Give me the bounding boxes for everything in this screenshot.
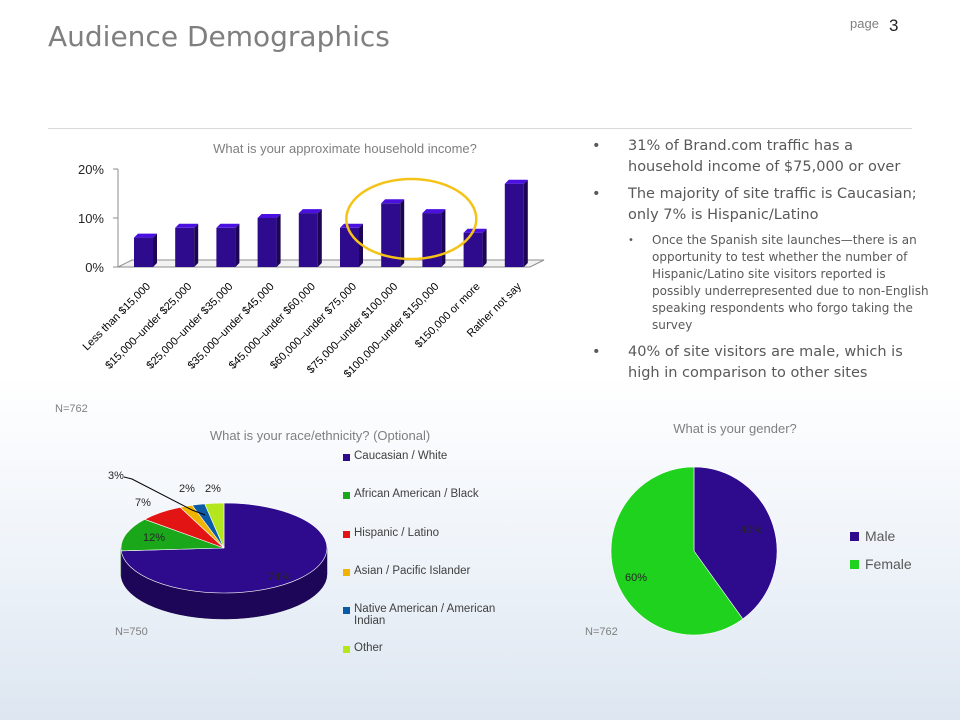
income-bar-side [235, 223, 240, 267]
race-chart-title: What is your race/ethnicity? (Optional) [209, 428, 431, 443]
legend-label: Male [865, 528, 896, 544]
income-bar [134, 233, 157, 267]
y-tick-label: 20% [78, 162, 104, 177]
race-legend-item: Caucasian / White [343, 450, 518, 462]
income-bar-front [216, 227, 236, 267]
bullet-gender: 40% of site visitors are male, which is … [590, 342, 930, 384]
income-bar [422, 209, 446, 267]
gender-slice [610, 466, 744, 636]
legend-label: Hispanic / Latino [354, 527, 440, 539]
race-legend-item: Native American / American Indian [343, 603, 518, 627]
legend-swatch [343, 492, 350, 499]
income-bar-side [317, 209, 322, 267]
income-bar [216, 223, 240, 267]
legend-swatch [343, 646, 350, 653]
legend-swatch [343, 454, 350, 461]
income-bar-top [504, 179, 528, 184]
income-bar-front [175, 227, 195, 267]
y-tick-label: 0% [85, 260, 104, 275]
income-bar [257, 214, 281, 267]
legend-swatch [343, 607, 350, 614]
income-bar-top [134, 233, 157, 238]
income-bar-side [153, 233, 157, 267]
gender-value-label: 40% [740, 524, 762, 536]
legend-swatch [850, 559, 859, 569]
income-bar-top [381, 199, 405, 204]
race-value-label: 7% [135, 497, 151, 509]
legend-swatch [343, 531, 350, 538]
page-label: page [850, 16, 879, 31]
gender-chart-title: What is your gender? [673, 421, 797, 436]
income-bar-side [523, 179, 528, 267]
legend-label: Native American / American Indian [354, 603, 496, 627]
gender-legend-item: Female [850, 556, 912, 572]
bullet-ethnicity: The majority of site traffic is Caucasia… [590, 184, 930, 226]
race-value-label: 74% [268, 571, 290, 583]
income-bar-front [504, 183, 524, 267]
income-n-label: N=762 [55, 403, 88, 415]
income-bar-side [194, 223, 199, 267]
income-bar-top [216, 223, 240, 228]
legend-label: Female [865, 556, 912, 572]
race-value-label: 3% [108, 470, 124, 482]
income-bar-front [381, 203, 401, 267]
gender-legend-item: Male [850, 528, 895, 544]
income-bar-top [422, 209, 446, 214]
legend-label: Asian / Pacific Islander [354, 565, 471, 577]
legend-label: Other [354, 642, 383, 654]
income-bar-front [298, 213, 318, 267]
gender-value-label: 60% [625, 572, 647, 584]
income-bar-side [482, 228, 487, 267]
legend-label: Caucasian / White [354, 450, 448, 462]
income-bar [504, 179, 528, 267]
income-bar-front [257, 218, 277, 267]
race-legend-item: African American / Black [343, 488, 518, 500]
race-legend-item: Other [343, 642, 518, 654]
bullet-income: 31% of Brand.com traffic has a household… [590, 136, 930, 178]
income-bar [463, 228, 487, 267]
page-title: Audience Demographics [48, 20, 390, 53]
race-value-label: 2% [205, 483, 221, 495]
race-value-label: 2% [179, 483, 195, 495]
race-legend-item: Asian / Pacific Islander [343, 565, 518, 577]
income-bar-side [400, 199, 405, 267]
income-bar [381, 199, 405, 267]
legend-swatch [343, 569, 350, 576]
gender-slice [693, 466, 778, 620]
income-bar-top [463, 228, 487, 233]
legend-label: African American / Black [354, 488, 479, 500]
highlight-ellipse [345, 177, 478, 261]
race-slice [120, 518, 225, 552]
income-bar-side [276, 214, 281, 267]
income-bar-front [134, 237, 153, 267]
gender-n-label: N=762 [585, 626, 618, 638]
income-bar [175, 223, 199, 267]
income-bar-front [422, 213, 442, 267]
income-bar-front [463, 232, 483, 267]
income-bar-top [257, 214, 281, 218]
income-bar [298, 209, 322, 267]
legend-swatch [850, 531, 859, 541]
race-slice [204, 502, 225, 549]
page-number: 3 [889, 16, 899, 35]
race-value-label: 12% [143, 532, 165, 544]
key-findings: 31% of Brand.com traffic has a household… [590, 136, 930, 390]
bullet-spanish-site: Once the Spanish site launches—there is … [590, 232, 930, 334]
y-tick-label: 10% [78, 211, 104, 226]
race-leader-line [123, 476, 206, 516]
income-bar-top [298, 209, 322, 214]
income-chart-title: What is your approximate household incom… [213, 141, 477, 156]
race-n-label: N=750 [115, 626, 148, 638]
title-divider [48, 128, 912, 129]
income-bar-top [175, 223, 199, 228]
race-legend-item: Hispanic / Latino [343, 527, 518, 539]
